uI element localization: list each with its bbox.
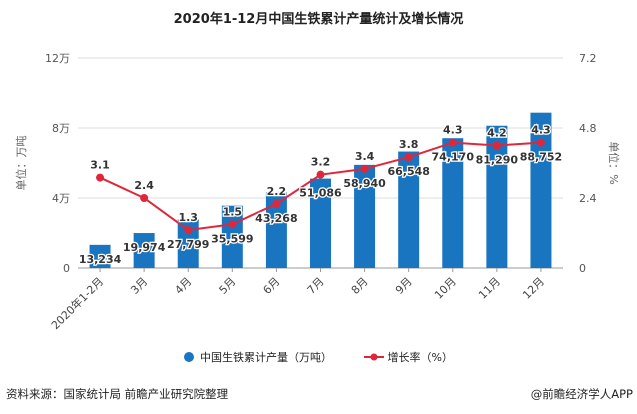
bar [133,233,155,268]
rate-value-label: 4.3 [443,124,463,137]
x-tick-label: 10月 [432,275,459,302]
left-tick-label: 8万 [52,122,70,135]
rate-value-label: 3.2 [311,156,331,169]
legend-bar-marker-icon [184,352,195,362]
rate-value-label: 3.8 [399,138,419,151]
bar-value-label: 51,086 [299,187,342,200]
growth-rate-point [140,194,149,202]
growth-rate-point [316,170,325,179]
right-tick-label: 2.4 [579,192,597,205]
rate-value-label: 2.2 [267,185,287,198]
right-axis-title: 单位：% [607,141,621,184]
rate-value-label: 4.2 [487,127,507,140]
x-tick-label: 2020年1-2月 [48,274,106,332]
bar-value-label: 74,170 [432,151,475,164]
bar-value-label: 19,974 [123,241,166,254]
growth-rate-point [536,138,545,147]
growth-rate-point [184,226,193,235]
legend-bar-label: 中国生铁累计产量（万吨） [200,351,333,364]
rate-value-label: 1.5 [223,205,243,218]
growth-rate-point [228,220,237,229]
growth-rate-point [360,164,369,173]
bar-value-label: 13,234 [79,253,122,266]
rate-value-label: 3.4 [355,150,375,163]
right-tick-label: 7.2 [579,52,597,65]
growth-rate-point [492,141,501,150]
x-tick-label: 8月 [349,275,371,297]
right-tick-label: 0 [579,262,586,275]
growth-rate-point [272,199,281,208]
chart-title: 2020年1-12月中国生铁累计产量统计及增长情况 [173,12,464,27]
x-tick-label: 6月 [261,275,283,297]
chart: 0 4万 8万 12万 0 2.4 4.8 7.2 单位：万吨 单位：% 2020年1-2月 3月 4月… [14,52,621,332]
x-tick-label: 7月 [305,275,327,297]
bar-value-label: 88,752 [520,151,562,164]
left-tick-label: 4万 [52,192,70,205]
bar [442,138,464,268]
bar [265,192,287,268]
rate-value-label: 3.1 [90,159,110,172]
brand-credit: @前瞻经济学人APP [530,387,633,401]
growth-rate-point [448,138,457,147]
bar-value-label: 35,599 [211,232,253,245]
bar-value-label: 58,940 [343,177,386,190]
rate-value-label: 2.4 [134,179,154,192]
bar [486,125,508,269]
bar [530,112,552,269]
rate-value-label: 1.3 [178,211,198,224]
bar-value-label: 27,799 [167,238,209,251]
bar [354,164,376,268]
x-tick-label: 11月 [476,275,503,302]
legend-line-label: 增长率（%） [387,351,453,364]
legend-item-line[interactable]: 增长率（%） [363,349,453,365]
bar-value-label: 43,268 [255,212,297,225]
legend-item-bar[interactable]: 中国生铁累计产量（万吨） [184,349,332,365]
x-tick-label: 5月 [217,275,239,297]
bar [398,151,420,268]
legend: 中国生铁累计产量（万吨） 增长率（%） [0,349,637,365]
bar [89,244,111,268]
bar [310,178,331,268]
source-note: 资料来源：国家统计局 前瞻产业研究院整理 [6,387,229,401]
rate-value-label: 4.3 [531,124,551,137]
growth-rate-point [404,153,413,162]
left-tick-label: 12万 [45,52,70,65]
bar-value-label: 66,548 [387,165,429,178]
bar [177,219,199,268]
left-tick-label: 0 [63,262,70,275]
right-tick-label: 4.8 [579,122,597,135]
left-axis-title: 单位：万吨 [14,136,28,191]
growth-rate-point [96,173,105,182]
legend-line-marker-icon [363,353,384,361]
x-tick-label: 12月 [520,275,547,302]
x-tick-label: 9月 [393,275,415,297]
x-tick-label: 3月 [128,275,150,297]
x-tick-label: 4月 [172,275,194,297]
bar-value-label: 81,290 [476,154,519,167]
